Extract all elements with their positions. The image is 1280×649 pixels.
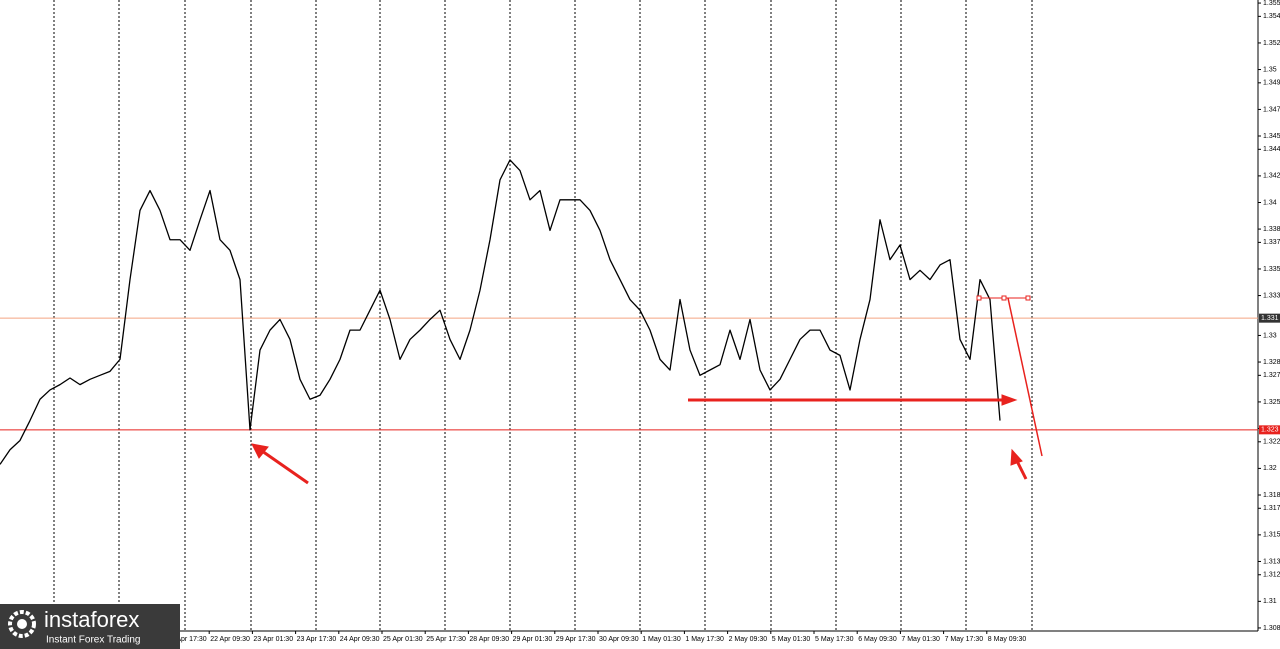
y-tick-label: 1.327 (1263, 372, 1280, 379)
y-tick-label: 1.315 (1263, 532, 1280, 539)
y-tick-label: 1.342 (1263, 173, 1280, 180)
y-tick-label: 1.349 (1263, 80, 1280, 87)
x-tick-label: 8 May 09:30 (988, 636, 1027, 643)
y-tick-label: 1.34 (1263, 199, 1277, 206)
annotations (251, 295, 1043, 485)
x-tick-label: 1 May 17:30 (685, 636, 724, 643)
level-label: 1.323 (1261, 427, 1279, 434)
level-label: 1.331 (1261, 315, 1279, 322)
x-tick-label: 23 Apr 17:30 (297, 636, 337, 643)
y-tick-label: 1.352 (1263, 40, 1280, 47)
y-tick-label: 1.32 (1263, 465, 1277, 472)
y-tick-label: 1.337 (1263, 239, 1280, 246)
x-tick-label: 29 Apr 01:30 (513, 636, 553, 643)
y-tick-label: 1.354 (1263, 13, 1280, 20)
y-tick-label: 1.347 (1263, 106, 1280, 113)
y-tick-label: 1.31 (1263, 598, 1277, 605)
x-tick-label: 21 Apr 17:30 (167, 636, 207, 643)
y-tick-label: 1.328 (1263, 359, 1280, 366)
x-tick-label: 6 May 09:30 (858, 636, 897, 643)
y-tick-label: 1.338 (1263, 226, 1280, 233)
y-tick-label: 1.317 (1263, 505, 1280, 512)
y-tick-label: 1.318 (1263, 492, 1280, 499)
x-tick-label: 2 May 09:30 (729, 636, 768, 643)
y-tick-label: 1.344 (1263, 146, 1280, 153)
y-tick-label: 1.312 (1263, 572, 1280, 579)
y-tick-label: 1.355 (1263, 0, 1280, 7)
x-tick-label: 7 May 17:30 (945, 636, 984, 643)
x-tick-label: 28 Apr 09:30 (469, 636, 509, 643)
v-grid (53, 0, 1033, 631)
y-tick-label: 1.333 (1263, 292, 1280, 299)
x-tick-label: 25 Apr 17:30 (426, 636, 466, 643)
y-tick-label: 1.325 (1263, 399, 1280, 406)
y-tick-label: 1.335 (1263, 266, 1280, 273)
y-tick-label: 1.322 (1263, 439, 1280, 446)
y-tick-label: 1.345 (1263, 133, 1280, 140)
x-tick-label: 25 Apr 01:30 (383, 636, 423, 643)
logo: instaforex Instant Forex Trading (0, 604, 180, 649)
level-label-box (1259, 313, 1280, 323)
y-tick-label: 1.313 (1263, 558, 1280, 565)
x-tick-label: 29 Apr 17:30 (556, 636, 596, 643)
x-tick-label: 22 Apr 09:30 (210, 636, 250, 643)
x-tick-label: 24 Apr 09:30 (340, 636, 380, 643)
y-tick-label: 1.308 (1263, 625, 1280, 632)
x-tick-label: 1 May 01:30 (642, 636, 681, 643)
logo-tagline: Instant Forex Trading (46, 635, 141, 646)
x-tick-label: 23 Apr 01:30 (253, 636, 293, 643)
x-tick-label: 5 May 17:30 (815, 636, 854, 643)
y-tick-label: 1.35 (1263, 66, 1277, 73)
x-tick-label: 5 May 01:30 (772, 636, 811, 643)
logo-name: instaforex (44, 607, 139, 632)
x-tick-label: 30 Apr 09:30 (599, 636, 639, 643)
price-line (0, 159, 1001, 465)
x-tick-label: 7 May 01:30 (901, 636, 940, 643)
y-tick-label: 1.33 (1263, 332, 1277, 339)
level-label-box (1259, 425, 1280, 435)
